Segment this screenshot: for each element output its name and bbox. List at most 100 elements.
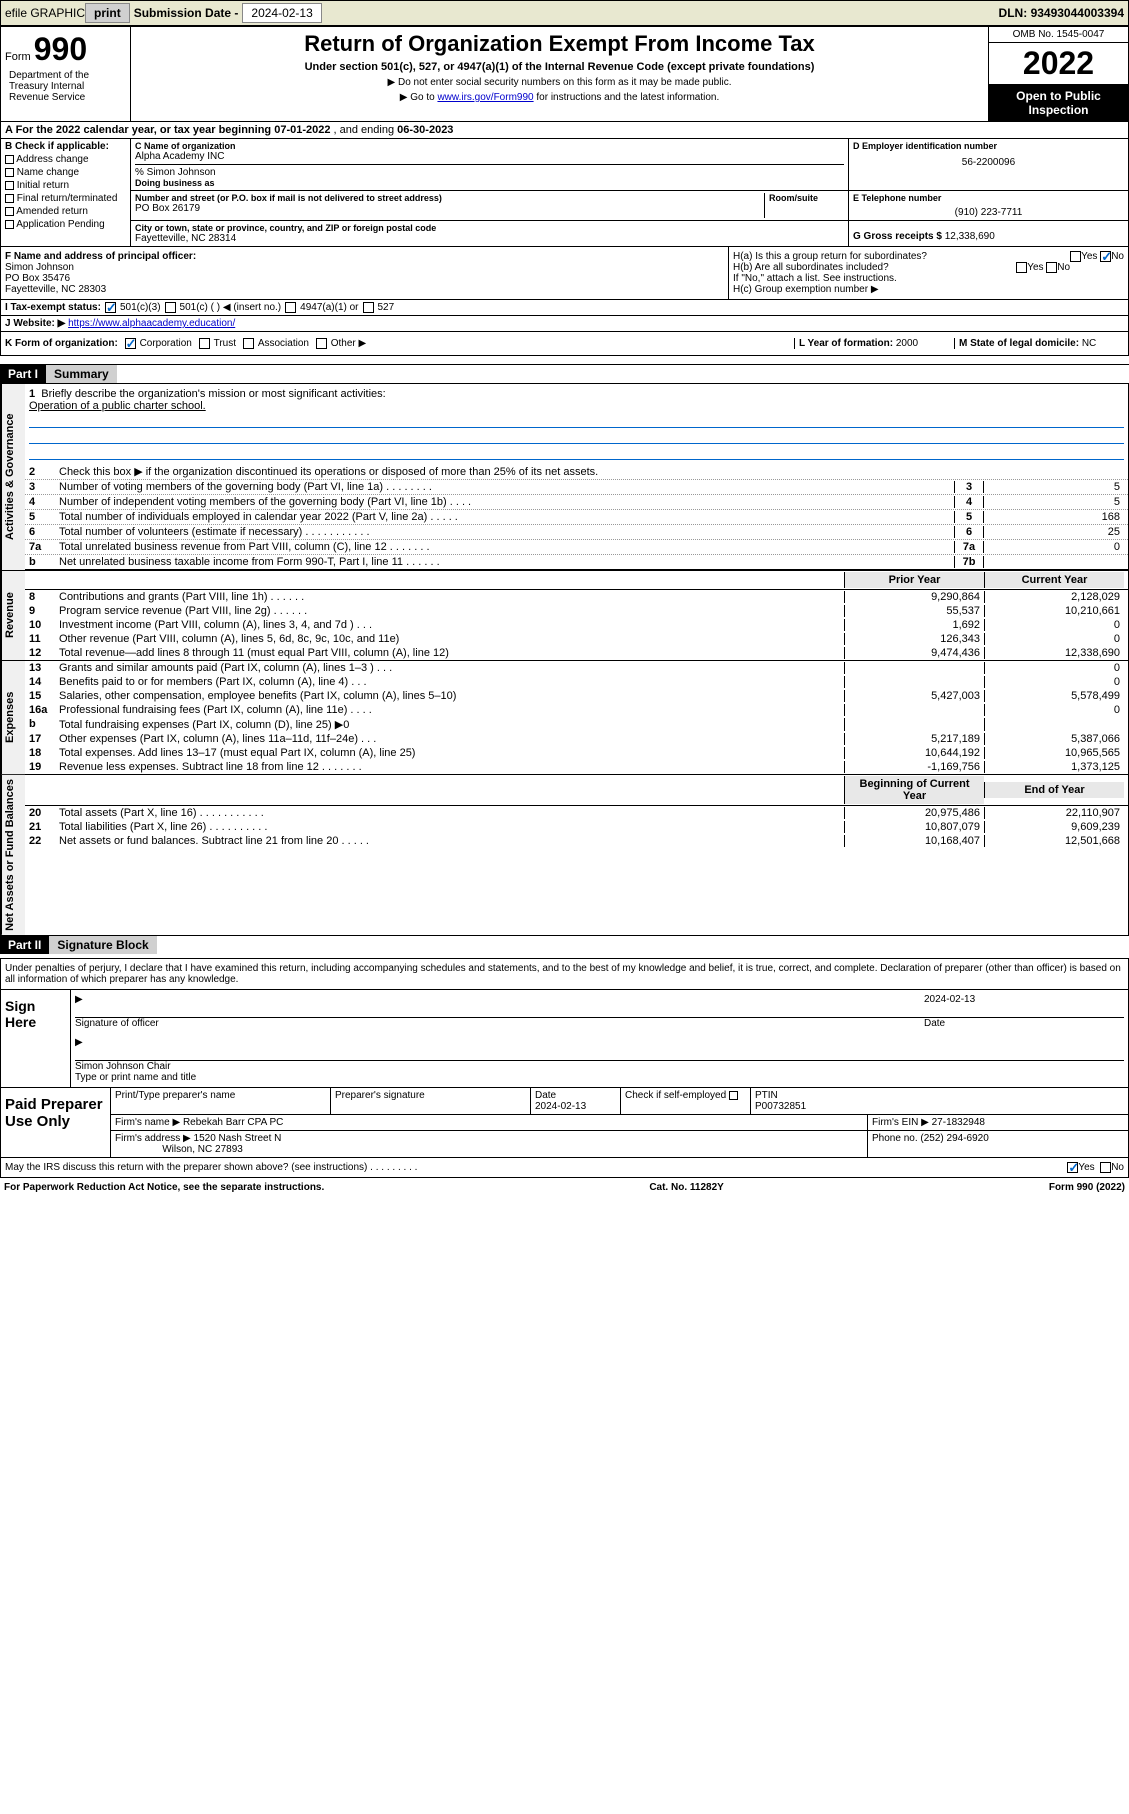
ein: 56-2200096	[853, 157, 1124, 168]
chk-amended[interactable]	[5, 207, 14, 216]
row-j-website: J Website: ▶ https://www.alphaacademy.ed…	[0, 316, 1129, 332]
hc-label: H(c) Group exemption number ▶	[733, 284, 1124, 295]
table-row: 22Net assets or fund balances. Subtract …	[25, 834, 1128, 848]
table-row: 20Total assets (Part X, line 16) . . . .…	[25, 806, 1128, 820]
mission-label: Briefly describe the organization's miss…	[41, 388, 385, 400]
print-button[interactable]: print	[85, 3, 130, 23]
chk-ha-yes[interactable]	[1070, 251, 1081, 262]
year-formation: 2000	[896, 338, 918, 349]
form-label: Form	[5, 51, 31, 63]
hb-note: If "No," attach a list. See instructions…	[733, 273, 1124, 284]
chk-discuss-no[interactable]	[1100, 1162, 1111, 1173]
chk-hb-yes[interactable]	[1016, 262, 1027, 273]
sub-date-label: Submission Date -	[134, 6, 239, 20]
chk-501c3[interactable]	[105, 302, 116, 313]
irs-link[interactable]: www.irs.gov/Form990	[437, 92, 533, 103]
label-dba: Doing business as	[135, 178, 844, 188]
dln: DLN: 93493044003394	[999, 6, 1124, 20]
officer-name-title: Simon Johnson Chair	[75, 1061, 1124, 1072]
city: Fayetteville, NC 28314	[135, 233, 844, 244]
gross-receipts: 12,338,690	[945, 231, 995, 242]
label-street: Number and street (or P.O. box if mail i…	[135, 193, 764, 203]
table-row: 9Program service revenue (Part VIII, lin…	[25, 604, 1128, 618]
chk-other[interactable]	[316, 338, 327, 349]
chk-app-pending[interactable]	[5, 220, 14, 229]
penalty-text: Under penalties of perjury, I declare th…	[1, 959, 1128, 990]
val-3: 5	[984, 481, 1124, 493]
table-row: 16aProfessional fundraising fees (Part I…	[25, 703, 1128, 717]
tax-year: 2022	[989, 43, 1128, 85]
val-7a: 0	[984, 541, 1124, 553]
form-header: Form 990 Department of the Treasury Inte…	[0, 26, 1129, 122]
line2: Check this box ▶ if the organization dis…	[59, 465, 1124, 478]
side-revenue: Revenue	[1, 571, 25, 660]
firm-ein: 27-1832948	[932, 1117, 985, 1128]
omb-number: OMB No. 1545-0047	[989, 27, 1128, 43]
form-note1: ▶ Do not enter social security numbers o…	[135, 77, 984, 88]
val-4: 5	[984, 496, 1124, 508]
chk-address-change[interactable]	[5, 155, 14, 164]
col-b-checkboxes: B Check if applicable: Address change Na…	[1, 139, 131, 246]
firm-addr: 1520 Nash Street N	[194, 1133, 282, 1144]
chk-trust[interactable]	[199, 338, 210, 349]
table-row: 12Total revenue—add lines 8 through 11 (…	[25, 646, 1128, 660]
officer-addr2: Fayetteville, NC 28303	[5, 284, 724, 295]
label-phone: E Telephone number	[853, 193, 1124, 203]
row-f-officer: F Name and address of principal officer:…	[0, 247, 1129, 300]
care-of: % Simon Johnson	[135, 164, 844, 178]
table-row: 17Other expenses (Part IX, column (A), l…	[25, 732, 1128, 746]
summary-netassets: Net Assets or Fund Balances Beginning of…	[0, 775, 1129, 936]
website-link[interactable]: https://www.alphaacademy.education/	[68, 318, 235, 329]
phone: (910) 223-7711	[853, 207, 1124, 218]
chk-assoc[interactable]	[243, 338, 254, 349]
table-row: 19Revenue less expenses. Subtract line 1…	[25, 760, 1128, 774]
chk-discuss-yes[interactable]	[1067, 1162, 1078, 1173]
discuss-row: May the IRS discuss this return with the…	[1, 1157, 1128, 1177]
state-domicile: NC	[1082, 338, 1096, 349]
chk-initial-return[interactable]	[5, 181, 14, 190]
val-6: 25	[984, 526, 1124, 538]
part-ii-header: Part IISignature Block	[0, 936, 1129, 954]
chk-4947[interactable]	[285, 302, 296, 313]
form-note2: ▶ Go to www.irs.gov/Form990 for instruct…	[135, 92, 984, 103]
sign-here-label: Sign Here	[1, 990, 71, 1087]
prep-phone: (252) 294-6920	[920, 1133, 988, 1144]
chk-527[interactable]	[363, 302, 374, 313]
chk-self-employed[interactable]	[729, 1091, 738, 1100]
table-row: 10Investment income (Part VIII, column (…	[25, 618, 1128, 632]
form-number: 990	[34, 31, 87, 67]
street: PO Box 26179	[135, 203, 764, 214]
chk-501c[interactable]	[165, 302, 176, 313]
label-org-name: C Name of organization	[135, 141, 844, 151]
summary-activities: Activities & Governance 1 Briefly descri…	[0, 383, 1129, 571]
side-activities: Activities & Governance	[1, 384, 25, 570]
side-expenses: Expenses	[1, 661, 25, 774]
label-ein: D Employer identification number	[853, 141, 1124, 151]
chk-corp[interactable]	[125, 338, 136, 349]
chk-hb-no[interactable]	[1046, 262, 1057, 273]
side-netassets: Net Assets or Fund Balances	[1, 775, 25, 935]
val-5: 168	[984, 511, 1124, 523]
label-room: Room/suite	[769, 193, 844, 203]
officer-name: Simon Johnson	[5, 262, 724, 273]
table-row: 13Grants and similar amounts paid (Part …	[25, 661, 1128, 675]
table-row: 11Other revenue (Part VIII, column (A), …	[25, 632, 1128, 646]
topbar: efile GRAPHIC print Submission Date - 20…	[0, 0, 1129, 26]
signature-block: Under penalties of perjury, I declare th…	[0, 958, 1129, 1178]
chk-final-return[interactable]	[5, 194, 14, 203]
chk-ha-no[interactable]	[1100, 251, 1111, 262]
ptin: P00732851	[755, 1101, 806, 1112]
chk-name-change[interactable]	[5, 168, 14, 177]
dept-treasury: Department of the Treasury Internal Reve…	[5, 68, 126, 105]
paid-label: Paid Preparer Use Only	[1, 1088, 111, 1157]
hb-question: H(b) Are all subordinates included? Yes …	[733, 262, 1124, 273]
sub-date: 2024-02-13	[242, 3, 321, 23]
table-row: 15Salaries, other compensation, employee…	[25, 689, 1128, 703]
part-i-header: Part ISummary	[0, 364, 1129, 383]
table-row: 8Contributions and grants (Part VIII, li…	[25, 590, 1128, 604]
row-i-tax-status: I Tax-exempt status: 501(c)(3) 501(c) ( …	[0, 300, 1129, 316]
label-gross: G Gross receipts $	[853, 231, 942, 242]
efile-label: efile GRAPHIC	[5, 6, 85, 20]
table-row: bTotal fundraising expenses (Part IX, co…	[25, 717, 1128, 732]
summary-expenses: Expenses 13Grants and similar amounts pa…	[0, 661, 1129, 775]
